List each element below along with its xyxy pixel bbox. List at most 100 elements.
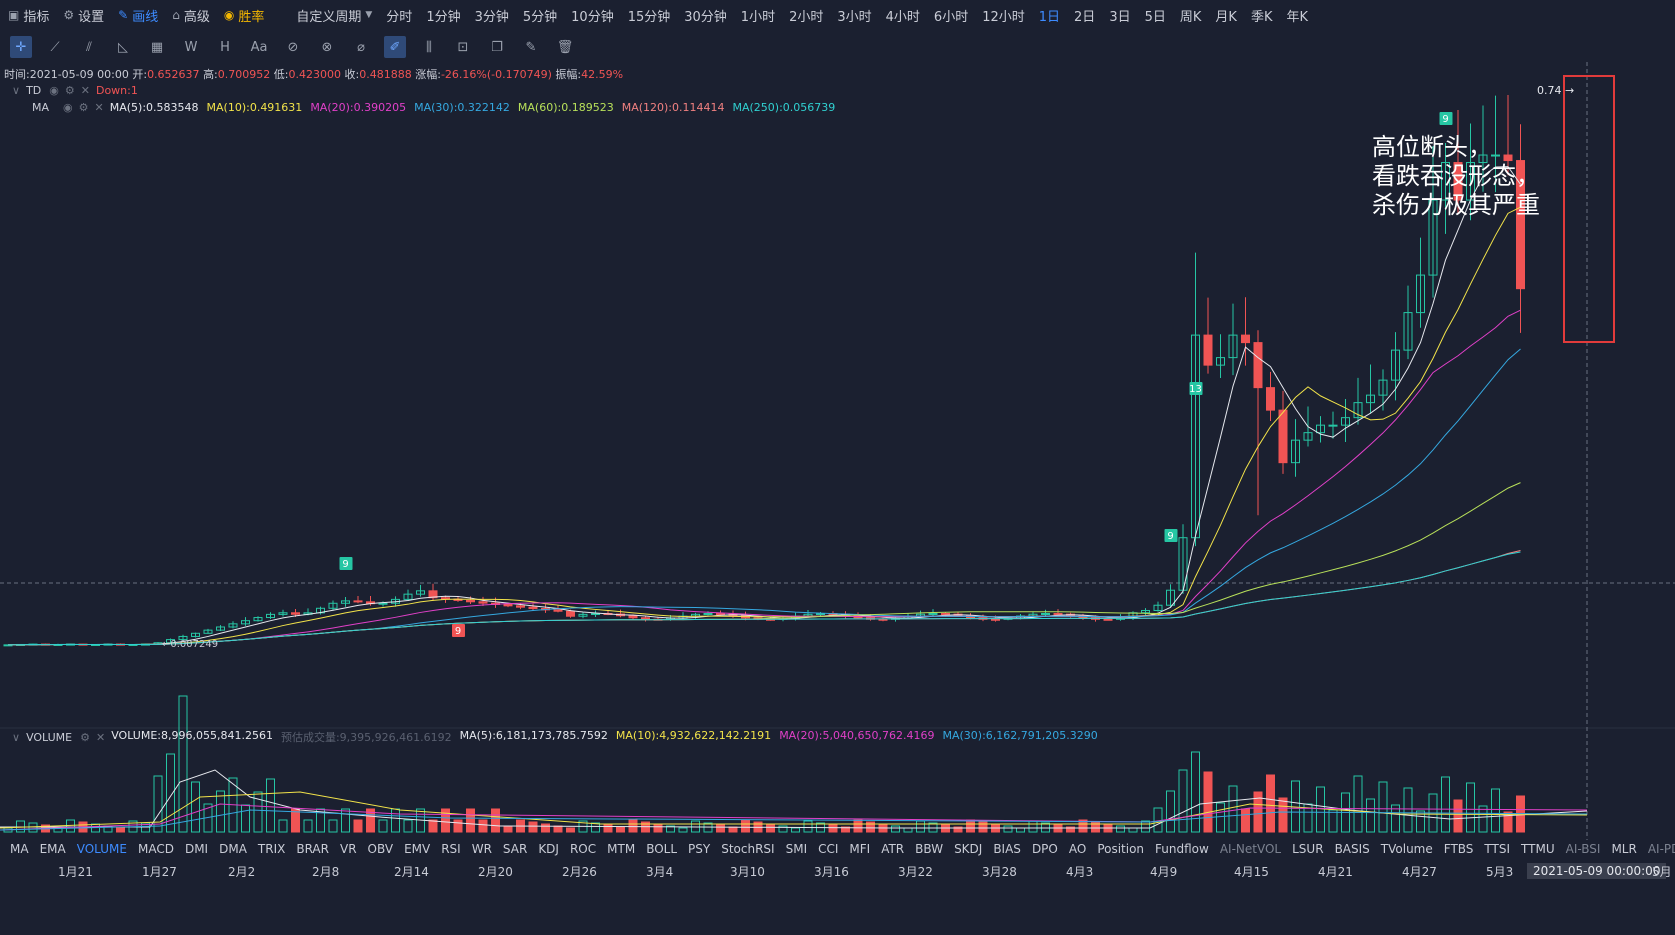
period-19[interactable]: 季K	[1250, 9, 1273, 25]
period-8[interactable]: 2小时	[789, 9, 824, 25]
indicator-tab-smi[interactable]: SMI	[785, 842, 808, 856]
text-icon[interactable]: Aa	[250, 39, 268, 55]
hline-icon[interactable]: H	[220, 39, 230, 55]
crosshair-icon[interactable]: ✛	[10, 36, 32, 58]
period-3[interactable]: 5分钟	[522, 9, 558, 25]
period-9[interactable]: 3小时	[837, 9, 872, 25]
collapse-icon[interactable]: ∨	[12, 84, 21, 97]
indicator-tab-dpo[interactable]: DPO	[1031, 842, 1058, 856]
close-icon[interactable]: ✕	[80, 84, 90, 97]
settings-icon[interactable]: ⚙	[78, 101, 89, 114]
indicator-tab-cci[interactable]: CCI	[818, 842, 839, 856]
period-6[interactable]: 30分钟	[684, 9, 727, 25]
indicator-tab-basis[interactable]: BASIS	[1334, 842, 1370, 856]
period-17[interactable]: 周K	[1179, 9, 1202, 25]
ruler-icon[interactable]: ⌀	[357, 39, 365, 55]
indicator-tab-trix[interactable]: TRIX	[257, 842, 286, 856]
ma30-line	[7, 348, 1521, 646]
indicator-tab-mlr[interactable]: MLR	[1611, 842, 1637, 856]
fib-icon[interactable]: ⊘	[287, 39, 299, 55]
channel-icon[interactable]: ⫽	[86, 39, 92, 55]
indicator-tab-atr[interactable]: ATR	[881, 842, 905, 856]
indicator-tab-ema[interactable]: EMA	[39, 842, 66, 856]
indicator-tab-skdj[interactable]: SKDJ	[954, 842, 983, 856]
indicator-tab-volume[interactable]: VOLUME	[76, 842, 127, 856]
period-13[interactable]: 1日	[1038, 9, 1061, 25]
copy-icon[interactable]: ❐	[491, 39, 503, 55]
advanced-button[interactable]: ⌂ 高级	[172, 6, 210, 25]
indicator-tab-stochrsi[interactable]: StochRSI	[721, 842, 775, 856]
magnet-icon[interactable]: ✐	[384, 36, 406, 58]
pattern-icon[interactable]: ⊗	[321, 39, 333, 55]
candle-body	[991, 618, 1000, 621]
indicator-tab-brar[interactable]: BRAR	[296, 842, 329, 856]
indicator-tab-ttmu[interactable]: TTMU	[1521, 842, 1555, 856]
line-icon[interactable]: ⟋	[50, 39, 60, 55]
indicator-tab-dma[interactable]: DMA	[219, 842, 247, 856]
indicator-tab-wr[interactable]: WR	[471, 842, 492, 856]
indicator-tab-dmi[interactable]: DMI	[184, 842, 209, 856]
period-5[interactable]: 15分钟	[627, 9, 671, 25]
grid-icon[interactable]: ▦	[150, 39, 164, 55]
indicator-tab-bias[interactable]: BIAS	[993, 842, 1021, 856]
close-icon[interactable]: ✕	[94, 101, 104, 114]
indicator-tab-ai-pd[interactable]: AI-PD	[1647, 842, 1675, 856]
indicator-tab-ftbs[interactable]: FTBS	[1443, 842, 1474, 856]
settings-icon[interactable]: ⚙	[64, 84, 75, 97]
collapse-icon[interactable]: ∨	[12, 730, 21, 744]
period-2[interactable]: 3分钟	[474, 9, 509, 25]
edit-icon[interactable]: ✎	[525, 39, 537, 55]
indicator-tab-ma[interactable]: MA	[10, 842, 29, 856]
indicator-tab-bbw[interactable]: BBW	[915, 842, 944, 856]
indicator-tab-sar[interactable]: SAR	[502, 842, 528, 856]
indicator-tab-boll[interactable]: BOLL	[646, 842, 678, 856]
period-4[interactable]: 10分钟	[571, 9, 614, 25]
indicator-tab-fundflow[interactable]: Fundflow	[1155, 842, 1209, 856]
candle-icon[interactable]: ⫼	[426, 39, 432, 55]
period-12[interactable]: 12小时	[982, 9, 1025, 25]
indicator-tab-ttsi[interactable]: TTSI	[1484, 842, 1511, 856]
period-10[interactable]: 4小时	[885, 9, 920, 25]
indicator-tab-rsi[interactable]: RSI	[441, 842, 461, 856]
period-16[interactable]: 5日	[1144, 9, 1166, 25]
period-1[interactable]: 1分钟	[426, 9, 461, 25]
indicator-tab-ai-bsi[interactable]: AI-BSI	[1565, 842, 1601, 856]
candle-body	[1478, 154, 1488, 164]
close-icon[interactable]: ✕	[96, 730, 106, 744]
period-14[interactable]: 2日	[1074, 9, 1096, 25]
eye-icon[interactable]: ◉	[49, 84, 59, 97]
period-15[interactable]: 3日	[1109, 9, 1131, 25]
volume-bar	[403, 819, 413, 833]
period-20[interactable]: 年K	[1286, 9, 1308, 25]
indicator-tab-lsur[interactable]: LSUR	[1292, 842, 1324, 856]
trash-icon[interactable]: 🗑	[556, 39, 574, 55]
indicator-tab-roc[interactable]: ROC	[569, 842, 597, 856]
indicator-tab-mtm[interactable]: MTM	[607, 842, 636, 856]
angle-icon[interactable]: ◺	[118, 39, 128, 55]
indicator-tab-position[interactable]: Position	[1097, 842, 1145, 856]
winrate-button[interactable]: ◉ 胜率	[224, 6, 265, 25]
wave-icon[interactable]: W	[184, 39, 198, 55]
period-11[interactable]: 6小时	[933, 9, 969, 25]
indicator-tab-emv[interactable]: EMV	[404, 842, 431, 856]
indicator-tab-mfi[interactable]: MFI	[849, 842, 871, 856]
period-7[interactable]: 1小时	[740, 9, 776, 25]
indicator-tab-kdj[interactable]: KDJ	[538, 842, 559, 856]
indicator-tab-obv[interactable]: OBV	[367, 842, 394, 856]
draw-line-button[interactable]: ✎ 画线	[118, 6, 158, 25]
indicator-tab-ao[interactable]: AO	[1068, 842, 1087, 856]
indicator-tab-vr[interactable]: VR	[339, 842, 357, 856]
settings-button[interactable]: ⚙ 设置	[63, 6, 104, 25]
indicator-tab-macd[interactable]: MACD	[137, 842, 174, 856]
lock-icon[interactable]: ⊡	[457, 39, 469, 55]
eye-icon[interactable]: ◉	[63, 101, 73, 114]
indicator-button[interactable]: ▣ 指标	[8, 6, 49, 25]
settings-icon[interactable]: ⚙	[80, 730, 90, 744]
indicator-tab-ai-netvol[interactable]: AI-NetVOL	[1219, 842, 1282, 856]
period-18[interactable]: 月K	[1215, 9, 1237, 25]
indicator-tab-tvolume[interactable]: TVolume	[1380, 842, 1433, 856]
period-0[interactable]: 分时	[386, 9, 413, 25]
indicator-tab-psy[interactable]: PSY	[688, 842, 711, 856]
custom-period-dropdown[interactable]: 自定义周期 ▼	[296, 6, 372, 25]
